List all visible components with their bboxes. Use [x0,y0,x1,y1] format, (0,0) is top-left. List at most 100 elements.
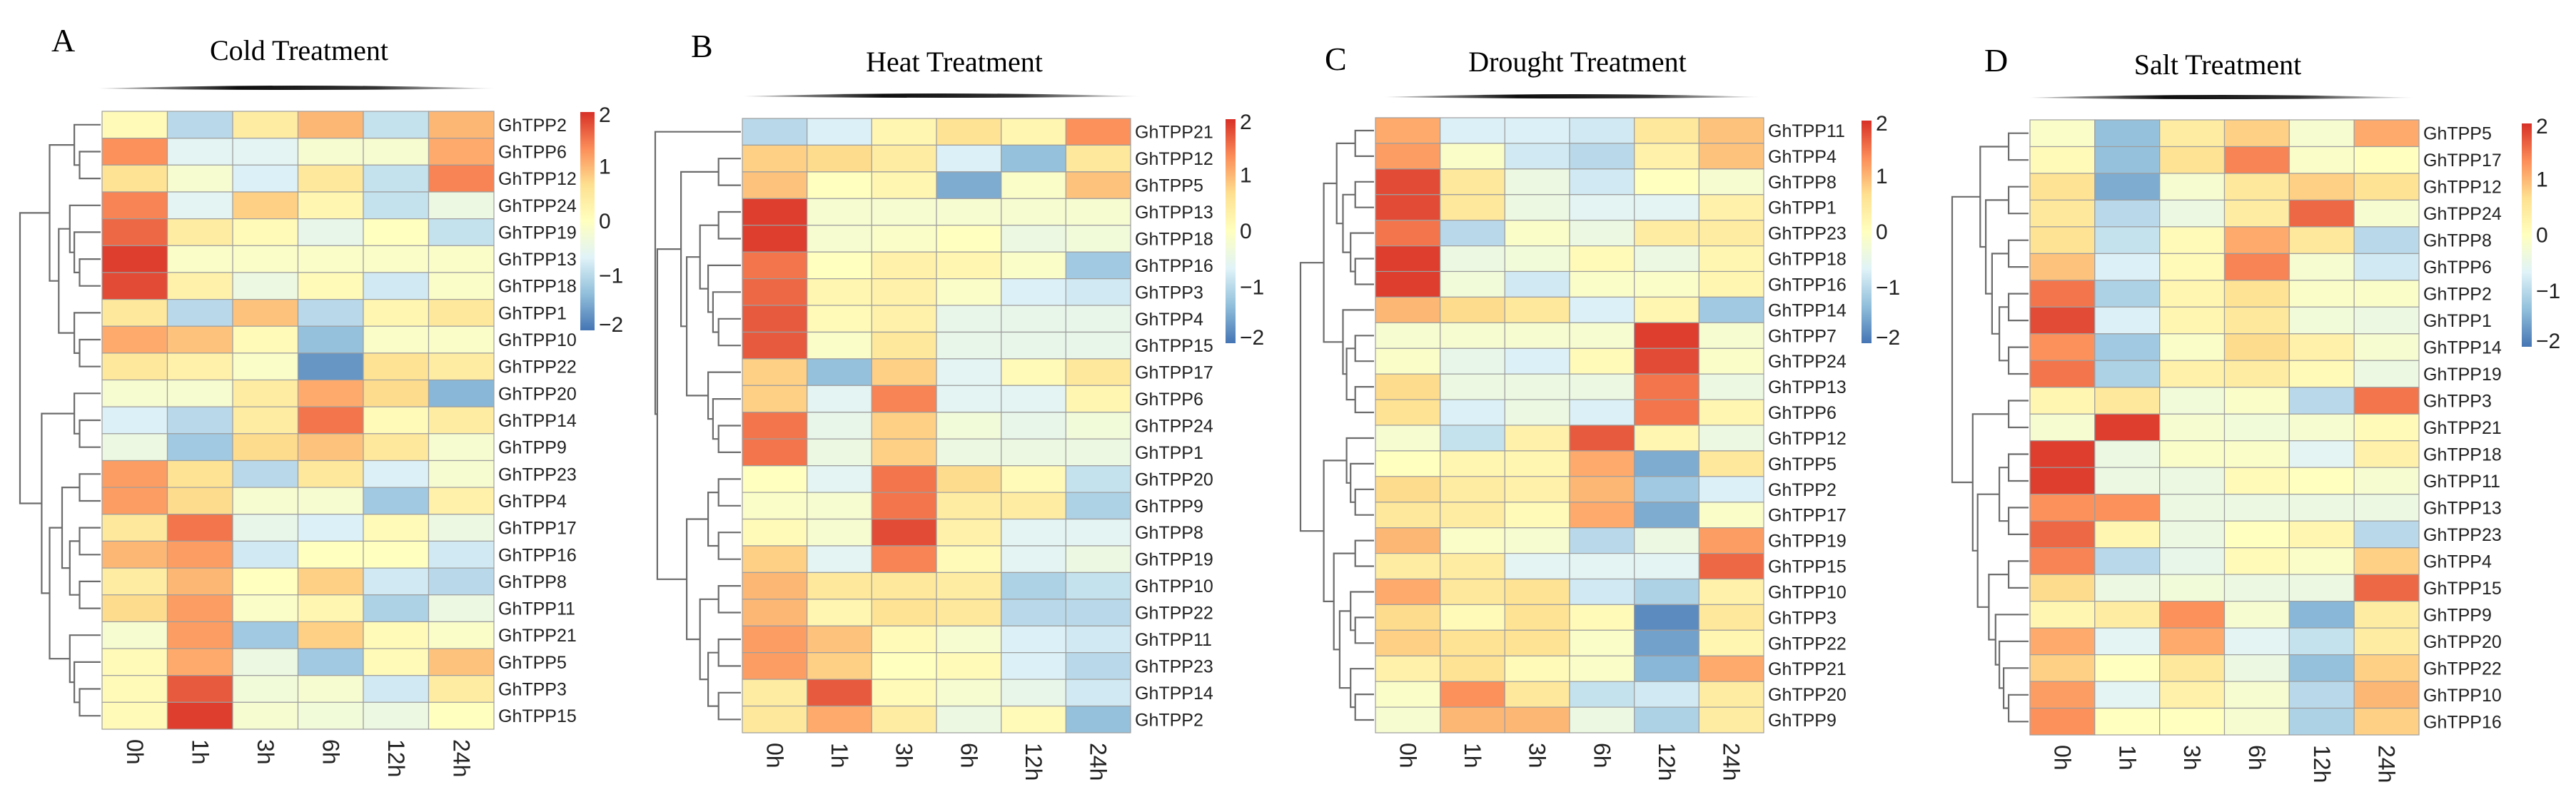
heatmap-cell [232,352,299,381]
heatmap-cell [428,594,495,623]
dendrogram-branch [49,527,70,660]
legend-tick-label: 1 [599,156,611,179]
heatmap-cell [871,518,937,547]
row-label: GhTPP20 [498,384,577,404]
heatmap-cell [2159,146,2226,174]
dendrogram-branch [1979,146,2009,248]
heatmap-cell [1504,347,1570,375]
heatmap-cell [871,198,937,226]
row-label: GhTPP19 [1768,532,1847,552]
dendrogram-branch [79,338,101,367]
heatmap-cell [1375,655,1441,682]
heatmap-cell [1001,625,1066,654]
panel-letter: A [51,22,75,59]
heatmap-cell [232,701,299,730]
row-label: GhTPP17 [498,519,577,539]
heatmap-cell [2159,253,2226,281]
row-label: GhTPP9 [1135,497,1203,517]
heatmap-cell [936,599,1002,626]
row-label: GhTPP15 [1135,336,1213,356]
column-label: 24h [1086,743,1111,781]
legend-tick-label: 2 [599,103,611,127]
row-label: GhTPP22 [2423,659,2502,679]
heatmap-cell [2029,681,2096,709]
heatmap-cell [166,621,233,649]
heatmap-cell [2353,600,2420,629]
dendrogram-branch [2008,293,2029,322]
dendrogram-branch [61,487,80,569]
heatmap-cell [807,679,872,707]
heatmap-cell [1504,143,1570,170]
dendrogram-branch [1323,460,1347,602]
heatmap-cell [2159,547,2226,575]
row-label: GhTPP21 [1768,659,1847,679]
heatmap-cell [871,438,937,467]
heatmap-cell [742,492,808,520]
heatmap-cell [1065,331,1131,360]
heatmap-cell [936,679,1002,707]
heatmap-cell [742,144,808,173]
dendrogram-branch [1323,182,1343,343]
heatmap-cell [1569,322,1635,349]
heatmap-cell [1634,220,1699,247]
heatmap-cell [871,599,937,626]
heatmap-cell [936,144,1002,173]
heatmap-cell [2094,494,2161,522]
heatmap-cell [2288,494,2355,522]
heatmap-cell [2223,333,2290,361]
heatmap-cell [2029,654,2096,682]
heatmap-cell [1504,245,1570,273]
heatmap-cell [2029,333,2096,361]
heatmap-cell [1375,502,1441,529]
row-label: GhTPP24 [1768,352,1847,372]
heatmap-cell [2288,280,2355,308]
heatmap-cell [232,191,299,220]
heatmap-cell [1440,117,1505,144]
heatmap-cell [1569,399,1635,426]
column-label: 1h [187,739,213,765]
heatmap-cell [428,164,495,193]
heatmap-cell [1698,450,1764,477]
heatmap-cell [101,594,168,623]
heatmap-cell [1504,502,1570,529]
heatmap-cell [2029,574,2096,602]
heatmap-cell [428,487,495,515]
heatmap-cell [166,164,233,193]
heatmap-cell [363,621,430,649]
heatmap-cell [807,412,872,440]
row-label: GhTPP3 [2423,392,2492,412]
heatmap-cell [1569,655,1635,682]
heatmap-cell [2223,173,2290,201]
heatmap-cell [232,648,299,676]
heatmap-cell [807,118,872,146]
heatmap-cell [1569,296,1635,323]
row-label: GhTPP14 [1135,684,1213,704]
legend-tick-label: 2 [1240,111,1252,134]
heatmap-cell [2094,226,2161,254]
heatmap-cell [101,245,168,273]
heatmap-cell [1375,194,1441,221]
heatmap-cell [807,278,872,306]
heatmap-cell [1698,552,1764,580]
row-label: GhTPP8 [2423,231,2492,251]
row-label: GhTPP20 [1768,685,1847,705]
heatmap-cell [2353,547,2420,575]
heatmap-cell [936,305,1002,333]
column-label: 6h [1589,743,1615,768]
heatmap-cell [232,621,299,649]
heatmap-cell [2288,600,2355,629]
heatmap-cell [1504,168,1570,196]
heatmap-cell [871,465,937,493]
legend-tick-label: 0 [1876,220,1888,244]
heatmap-cell [1375,629,1441,656]
heatmap-cell [2094,707,2161,736]
row-label: GhTPP13 [1135,203,1213,223]
heatmap-cell [166,567,233,596]
heatmap-cell [2029,520,2096,549]
dendrogram-branch [686,518,709,641]
row-label: GhTPP1 [498,303,567,323]
heatmap-cell [2029,280,2096,308]
heatmap-cell [297,245,364,273]
heatmap-cell [428,514,495,542]
heatmap-cell [2029,253,2096,281]
